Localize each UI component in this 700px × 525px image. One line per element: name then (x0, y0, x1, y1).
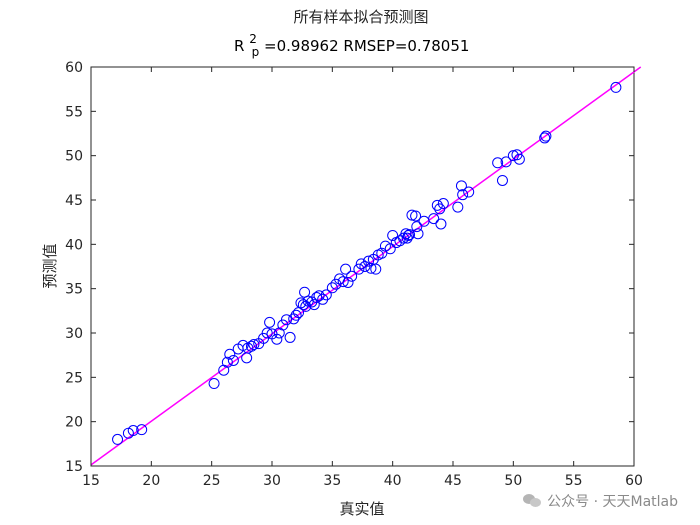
x-tick-label: 20 (142, 473, 160, 489)
watermark-text: 公众号 · 天天Matlab (547, 494, 678, 510)
subtitle-r-sup: 2 (249, 32, 257, 46)
y-tick-label: 55 (65, 104, 83, 120)
data-point (411, 221, 423, 233)
y-tick-label: 35 (65, 282, 83, 298)
y-tick-label: 20 (65, 415, 83, 431)
data-point (290, 309, 302, 321)
chart-title: 所有样本拟合预测图 (293, 8, 428, 26)
data-point (284, 331, 296, 343)
data-point (261, 327, 273, 339)
data-point (492, 157, 504, 169)
data-point (410, 210, 422, 222)
data-point (136, 424, 148, 436)
data-point (342, 276, 354, 288)
y-tick-label: 15 (65, 459, 83, 475)
data-point (337, 276, 349, 288)
points-layer (112, 81, 622, 445)
data-point (384, 243, 396, 255)
subtitle-metrics: =0.98962 RMSEP=0.78051 (264, 37, 469, 55)
y-tick-label: 45 (65, 193, 83, 209)
x-tick-label: 15 (82, 473, 100, 489)
data-point (431, 199, 443, 211)
data-point (363, 255, 375, 267)
data-point (355, 258, 367, 270)
y-axis-label: 预测值 (41, 243, 59, 288)
y-tick-label: 50 (65, 149, 83, 165)
data-point (376, 247, 388, 259)
data-point (455, 180, 467, 192)
data-point (264, 316, 276, 328)
data-point (221, 356, 233, 368)
data-point (326, 282, 338, 294)
data-point (208, 378, 220, 390)
data-point (353, 263, 365, 275)
y-tick-label: 40 (65, 237, 83, 253)
data-point (412, 228, 424, 240)
y-tick-label: 30 (65, 326, 83, 342)
y-tick-label: 60 (65, 60, 83, 76)
x-tick-label: 30 (263, 473, 281, 489)
data-point (320, 289, 332, 301)
data-point (271, 333, 283, 345)
data-point (127, 425, 139, 437)
x-axis-label: 真实值 (339, 500, 384, 518)
data-point (394, 235, 406, 247)
data-point (437, 198, 449, 210)
x-tick-label: 25 (203, 473, 221, 489)
data-point (404, 229, 416, 241)
x-tick-label: 50 (504, 473, 522, 489)
data-point (346, 270, 358, 282)
subtitle-r-sub: p (252, 45, 260, 59)
wechat-icon (523, 494, 542, 508)
data-point (280, 314, 292, 326)
data-point (435, 218, 447, 230)
x-tick-label: 35 (323, 473, 341, 489)
data-point (496, 174, 508, 186)
data-point (500, 156, 512, 168)
x-tick-label: 45 (444, 473, 462, 489)
x-tick-label: 55 (565, 473, 583, 489)
data-point (370, 263, 382, 275)
data-point (452, 201, 464, 213)
data-point (227, 354, 239, 366)
data-point (245, 340, 257, 352)
x-tick-label: 40 (384, 473, 402, 489)
data-point (308, 299, 320, 311)
data-point (224, 348, 236, 360)
data-point (463, 186, 475, 198)
data-point (610, 81, 622, 93)
data-point (540, 130, 552, 142)
data-point (313, 290, 325, 302)
ticks-layer: 15 20 25 30 35 40 45 50 55 60 15 20 25 30 35 40 45 50 55 60 (65, 60, 643, 489)
data-point (112, 433, 124, 445)
data-point (387, 229, 399, 241)
x-tick-label: 60 (625, 473, 643, 489)
data-point (340, 263, 352, 275)
data-point (428, 213, 440, 225)
data-point (248, 339, 260, 351)
plot-area: 15 20 25 30 35 40 45 50 55 60 15 20 25 30 35 40 45 50 55 60 (65, 60, 643, 489)
subtitle-r-label: R (234, 37, 244, 55)
chart-subtitle: R 2 p =0.98962 RMSEP=0.78051 (234, 29, 469, 60)
data-point (539, 132, 551, 144)
watermark: 公众号 · 天天Matlab (523, 491, 678, 511)
data-point (513, 153, 525, 165)
data-point (457, 189, 469, 201)
y-tick-label: 25 (65, 370, 83, 386)
